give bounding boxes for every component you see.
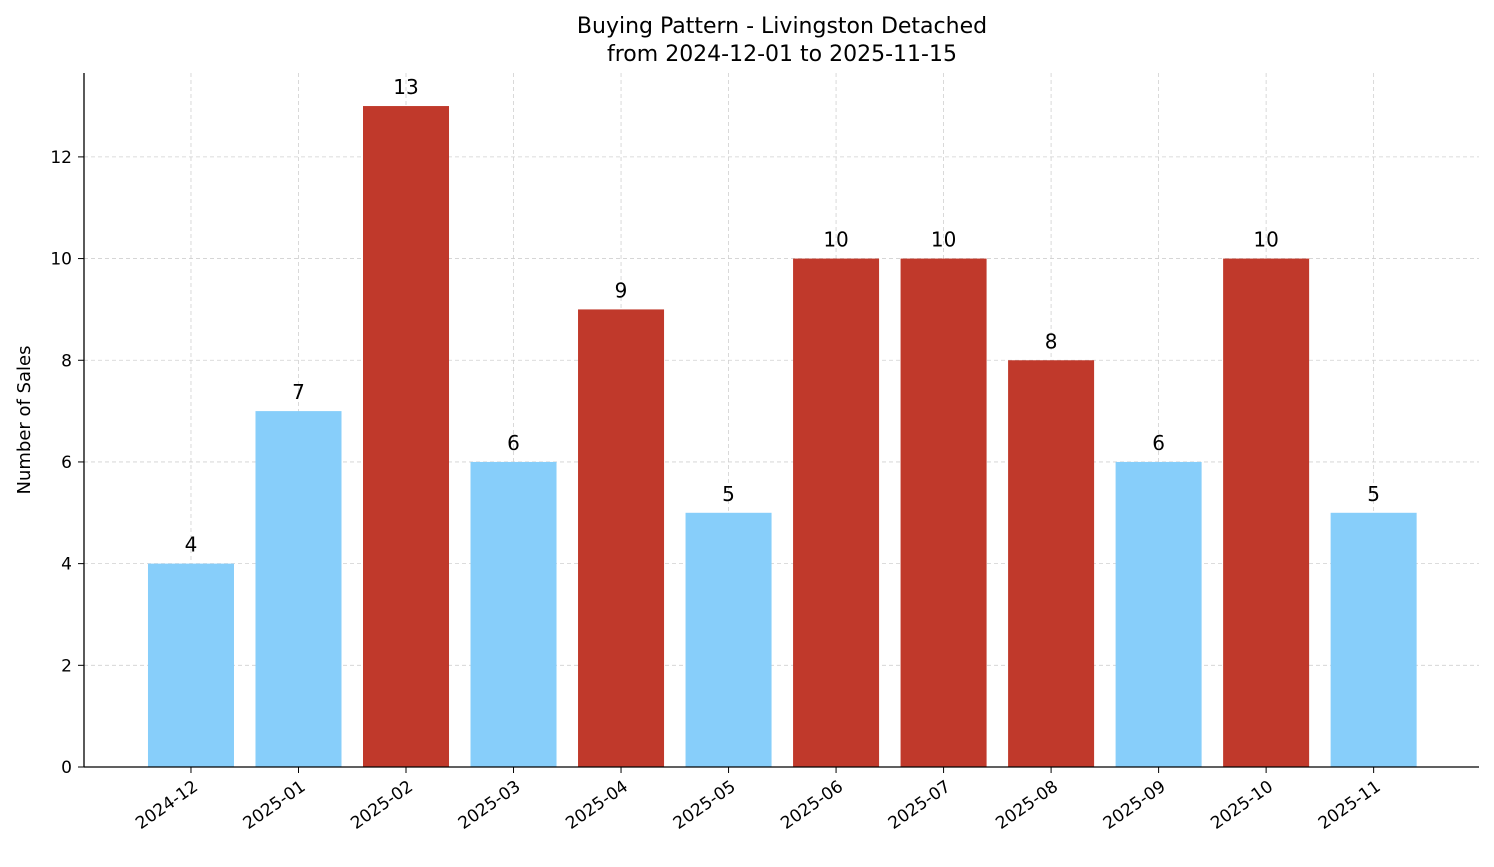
data-label: 5 bbox=[1367, 482, 1380, 506]
x-tick-label: 2025-10 bbox=[1207, 777, 1277, 834]
bar-2025-11 bbox=[1330, 512, 1417, 767]
bar-2025-04 bbox=[578, 309, 665, 767]
bar-2025-07 bbox=[900, 258, 987, 767]
data-label: 10 bbox=[823, 228, 848, 252]
data-label: 13 bbox=[393, 75, 418, 99]
chart-subtitle: from 2024-12-01 to 2025-11-15 bbox=[607, 42, 957, 67]
bar-2025-02 bbox=[363, 106, 450, 768]
y-tick-label: 8 bbox=[61, 351, 72, 371]
y-axis-label: Number of Sales bbox=[14, 345, 35, 494]
x-tick-label: 2025-05 bbox=[670, 777, 740, 834]
data-label: 10 bbox=[931, 228, 956, 252]
x-tick-label: 2025-02 bbox=[347, 777, 417, 834]
bar-2025-03 bbox=[470, 461, 557, 767]
bar-2025-09 bbox=[1115, 461, 1202, 767]
x-tick-label: 2025-11 bbox=[1315, 777, 1385, 834]
data-label: 6 bbox=[507, 431, 520, 455]
x-tick-label: 2025-04 bbox=[562, 777, 632, 834]
bars bbox=[147, 106, 1417, 768]
x-tick-label: 2024-12 bbox=[132, 777, 202, 834]
data-label: 6 bbox=[1152, 431, 1165, 455]
bar-2025-06 bbox=[793, 258, 880, 767]
y-tick-label: 4 bbox=[61, 555, 72, 575]
data-labels: 4 7 13 6 9 5 10 10 8 6 10 5 bbox=[185, 75, 1380, 557]
y-tick-label: 2 bbox=[61, 656, 72, 676]
bar-2025-01 bbox=[255, 411, 342, 767]
bar-2025-08 bbox=[1008, 360, 1095, 767]
data-label: 7 bbox=[292, 380, 305, 404]
y-tick-label: 0 bbox=[61, 758, 72, 778]
x-tick-label: 2025-03 bbox=[455, 777, 525, 834]
data-label: 8 bbox=[1045, 329, 1058, 353]
x-tick-label: 2025-07 bbox=[885, 777, 955, 834]
bar-2025-05 bbox=[685, 512, 772, 767]
bar-2024-12 bbox=[147, 563, 234, 767]
data-label: 10 bbox=[1253, 228, 1278, 252]
data-label: 5 bbox=[722, 482, 735, 506]
data-label: 4 bbox=[185, 533, 198, 557]
x-tick-label: 2025-06 bbox=[777, 777, 847, 834]
y-tick-label: 10 bbox=[50, 250, 72, 270]
y-tick-label: 12 bbox=[50, 148, 72, 168]
x-tick-label: 2025-08 bbox=[992, 777, 1062, 834]
y-tick-label: 6 bbox=[61, 453, 72, 473]
chart-title: Buying Pattern - Livingston Detached bbox=[577, 14, 987, 39]
data-label: 9 bbox=[615, 278, 628, 302]
bar-2025-10 bbox=[1223, 258, 1310, 767]
x-tick-label: 2025-01 bbox=[240, 777, 310, 834]
x-tick-label: 2025-09 bbox=[1100, 777, 1170, 834]
